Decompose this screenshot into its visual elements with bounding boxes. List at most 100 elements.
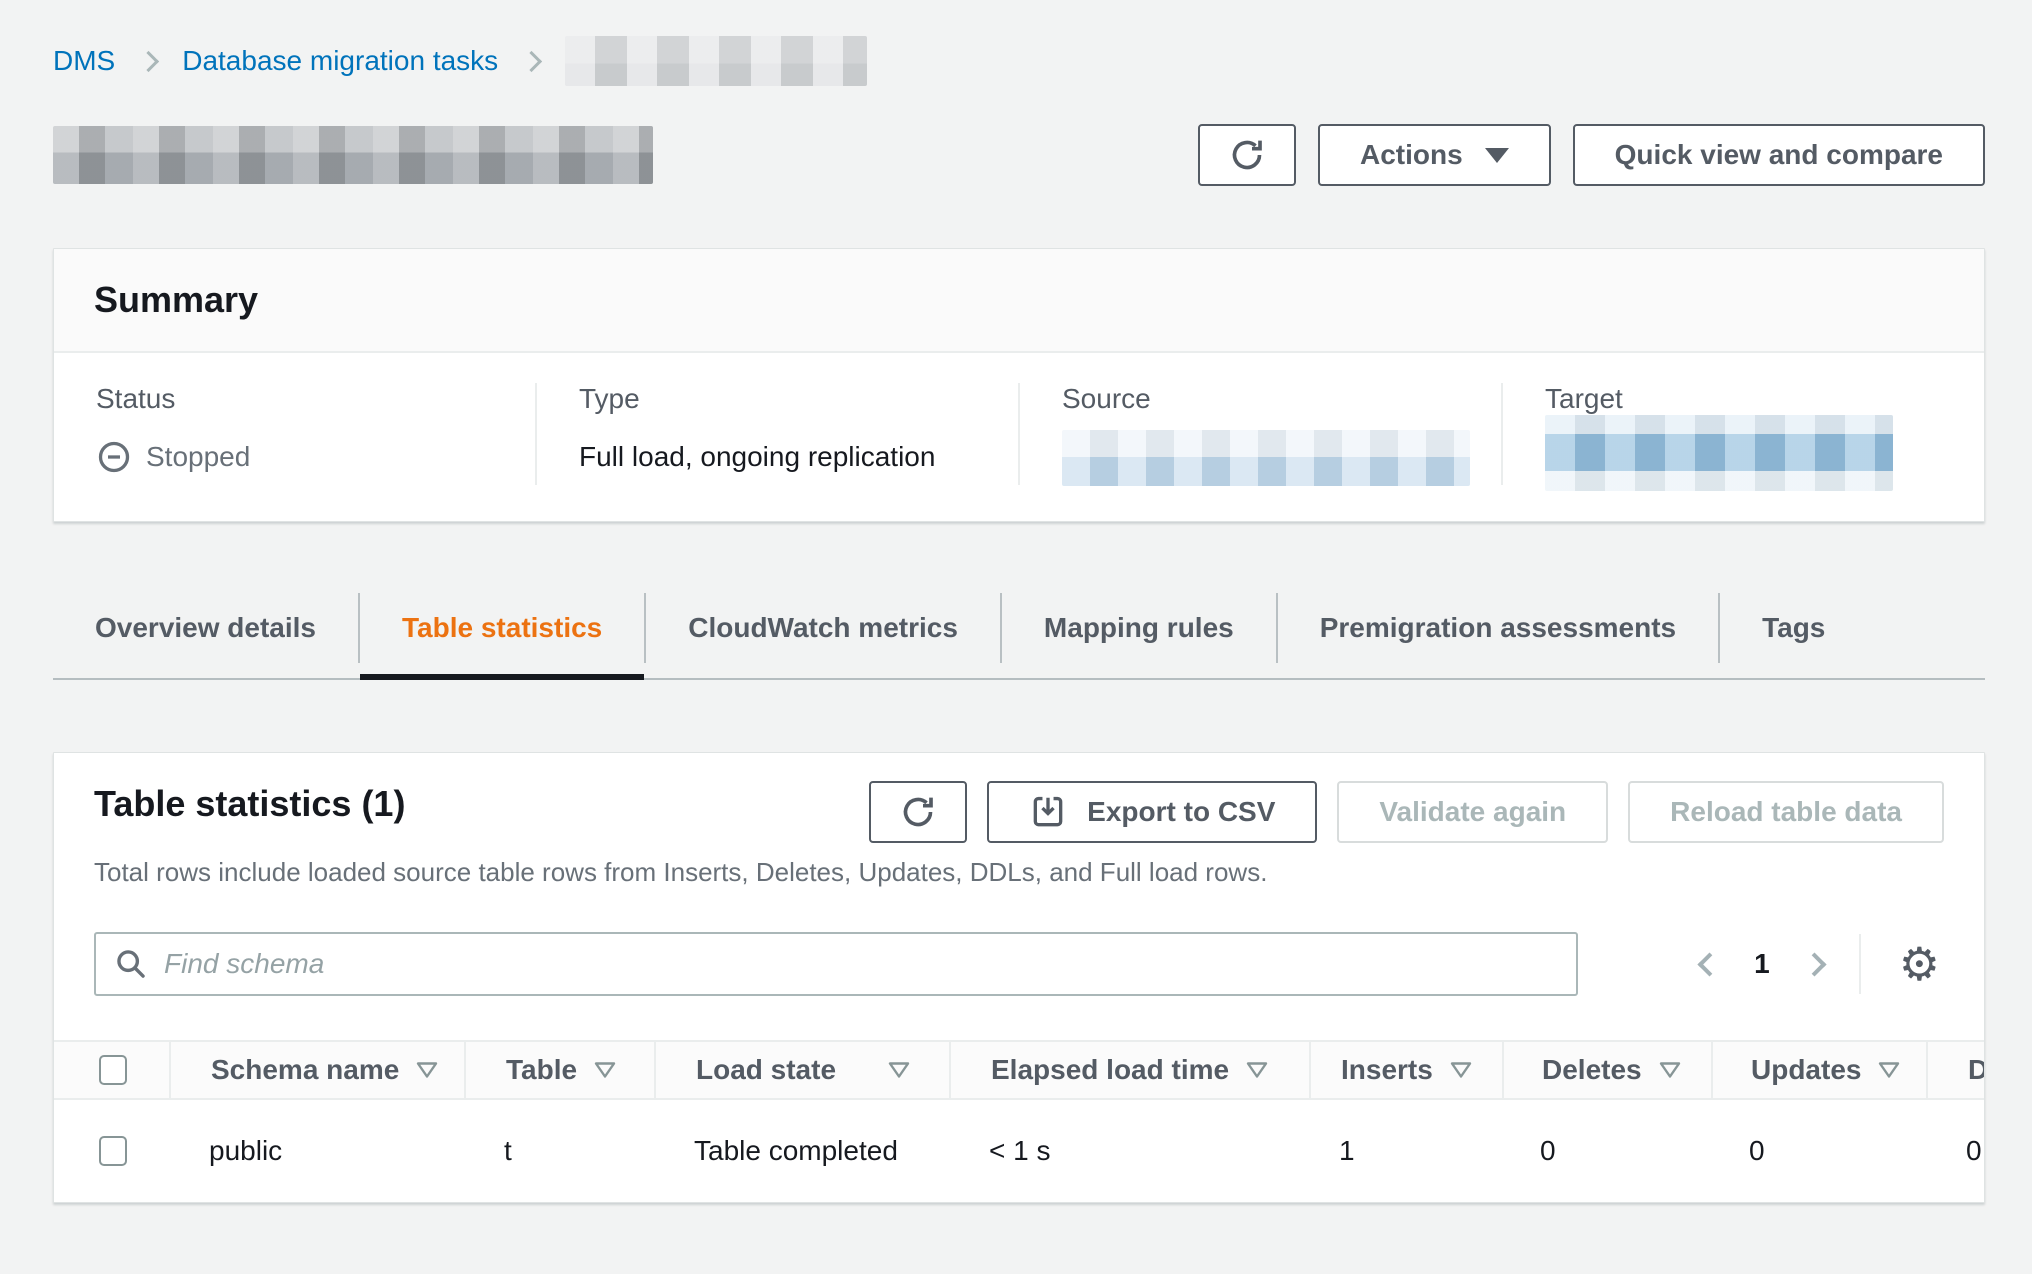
summary-panel-header: Summary (54, 249, 1984, 353)
download-icon (1029, 793, 1067, 831)
row-checkbox[interactable] (99, 1136, 127, 1166)
type-value: Full load, ongoing replication (579, 441, 936, 472)
validate-again-button: Validate again (1337, 781, 1609, 843)
source-label: Source (1062, 383, 1151, 414)
previous-page-icon[interactable] (1697, 951, 1722, 977)
redacted-source-link[interactable] (1062, 430, 1470, 486)
page-header: Actions Quick view and compare (53, 124, 1985, 186)
table-statistics-table: Schema name Table Load state (54, 1040, 1984, 1202)
select-all-checkbox[interactable] (99, 1055, 127, 1085)
summary-source-column: Source (1018, 383, 1501, 486)
dms-task-page: DMS Database migration tasks Actions (53, 0, 1985, 1203)
table-statistics-header: Table statistics (1) (54, 753, 1984, 843)
settings-gear-icon[interactable]: ⚙ (1898, 938, 1940, 990)
tab-tags[interactable]: Tags (1762, 612, 1826, 643)
column-header-elapsed-load-time[interactable]: Elapsed load time (949, 1042, 1309, 1098)
reload-table-data-label: Reload table data (1670, 796, 1902, 827)
quick-view-button-label: Quick view and compare (1614, 139, 1943, 170)
sort-caret-icon[interactable] (593, 1061, 617, 1079)
tab-mapping-rules[interactable]: Mapping rules (1043, 612, 1234, 643)
cell-ddls-clipped: 0 (1966, 1135, 1982, 1166)
tab-divider (644, 593, 647, 663)
column-header-updates[interactable]: Updates (1711, 1042, 1926, 1098)
export-to-csv-button[interactable]: Export to CSV (987, 781, 1318, 843)
tab-overview-details[interactable]: Overview details (95, 612, 317, 643)
sort-caret-icon[interactable] (1658, 1061, 1682, 1079)
reload-table-data-button: Reload table data (1628, 781, 1944, 843)
sort-caret-icon[interactable] (1877, 1061, 1901, 1079)
caret-down-icon (1484, 147, 1509, 163)
breadcrumb-link-dms[interactable]: DMS (53, 45, 116, 76)
summary-status-column: Status Stopped (54, 383, 535, 485)
stopped-status-icon (96, 439, 132, 475)
cell-schema-name: public (209, 1135, 283, 1166)
row-select-cell (54, 1100, 169, 1202)
redacted-page-title (53, 126, 653, 184)
status-value: Stopped (146, 441, 251, 472)
chevron-right-icon (521, 50, 543, 72)
cell-table: t (504, 1135, 512, 1166)
redacted-target-link[interactable] (1545, 415, 1893, 491)
export-to-csv-label: Export to CSV (1087, 796, 1276, 827)
cell-deletes: 0 (1540, 1135, 1556, 1166)
table-statistics-actions: Export to CSV Validate again Reload tabl… (869, 781, 1944, 843)
summary-panel: Summary Status Stopped Type Full load, (53, 248, 1985, 522)
column-header-table[interactable]: Table (464, 1042, 654, 1098)
tab-premigration-assessments[interactable]: Premigration assessments (1319, 612, 1677, 643)
table-row: public t Table completed < 1 s 1 0 0 0 (54, 1100, 1984, 1202)
tab-bar: Overview details Table statistics CloudW… (53, 578, 1985, 680)
table-refresh-button[interactable] (869, 781, 968, 843)
status-label: Status (96, 383, 176, 414)
refresh-icon (898, 792, 938, 832)
breadcrumb-link-tasks[interactable]: Database migration tasks (182, 45, 499, 76)
sort-caret-icon[interactable] (1449, 1061, 1473, 1079)
sort-caret-icon[interactable] (415, 1061, 439, 1079)
refresh-button[interactable] (1197, 124, 1296, 186)
column-header-inserts[interactable]: Inserts (1309, 1042, 1502, 1098)
page-header-actions: Actions Quick view and compare (1197, 124, 1985, 186)
column-header-ddls-clipped[interactable]: D (1926, 1042, 1984, 1098)
tab-divider (358, 593, 361, 663)
filter-row: 1 ⚙ (54, 932, 1984, 996)
tab-divider (999, 593, 1002, 663)
tab-divider (1275, 593, 1278, 663)
summary-type-column: Type Full load, ongoing replication (535, 383, 1018, 485)
summary-title: Summary (94, 279, 259, 320)
pagination: 1 ⚙ (1697, 934, 1940, 994)
quick-view-and-compare-button[interactable]: Quick view and compare (1572, 124, 1985, 186)
cell-elapsed-load-time: < 1 s (989, 1135, 1051, 1166)
actions-button[interactable]: Actions (1317, 124, 1551, 186)
refresh-icon (1227, 135, 1267, 175)
table-statistics-description: Total rows include loaded source table r… (94, 857, 1268, 887)
table-statistics-panel: Table statistics (1) (53, 752, 1985, 1203)
column-header-schema-name[interactable]: Schema name (169, 1042, 464, 1098)
current-page-number: 1 (1754, 948, 1770, 979)
redacted-task-name (565, 36, 868, 86)
chevron-right-icon (138, 50, 160, 72)
actions-button-label: Actions (1359, 139, 1463, 170)
table-statistics-title: Table statistics (1) (94, 783, 406, 824)
table-statistics-count: (1) (361, 783, 406, 824)
summary-body: Status Stopped Type Full load, ongoing r… (54, 353, 1984, 521)
sort-caret-icon[interactable] (1245, 1061, 1269, 1079)
column-header-load-state[interactable]: Load state (654, 1042, 949, 1098)
next-page-icon[interactable] (1802, 951, 1827, 977)
sort-caret-icon[interactable] (887, 1061, 911, 1079)
validate-again-label: Validate again (1379, 796, 1567, 827)
pagination-divider (1858, 934, 1861, 994)
tab-cloudwatch-metrics[interactable]: CloudWatch metrics (688, 612, 958, 643)
summary-target-column: Target (1501, 383, 1984, 491)
schema-search-box (94, 932, 1578, 996)
cell-inserts: 1 (1339, 1135, 1355, 1166)
search-icon (114, 947, 148, 981)
select-all-cell (54, 1042, 169, 1098)
find-schema-input[interactable] (162, 947, 1558, 981)
cell-updates: 0 (1749, 1135, 1765, 1166)
tab-divider (1718, 593, 1721, 663)
column-header-deletes[interactable]: Deletes (1502, 1042, 1711, 1098)
cell-load-state: Table completed (694, 1135, 898, 1166)
type-label: Type (579, 383, 640, 414)
table-header-row: Schema name Table Load state (54, 1040, 1984, 1100)
breadcrumb: DMS Database migration tasks (53, 0, 1985, 86)
tab-table-statistics[interactable]: Table statistics (360, 578, 645, 680)
